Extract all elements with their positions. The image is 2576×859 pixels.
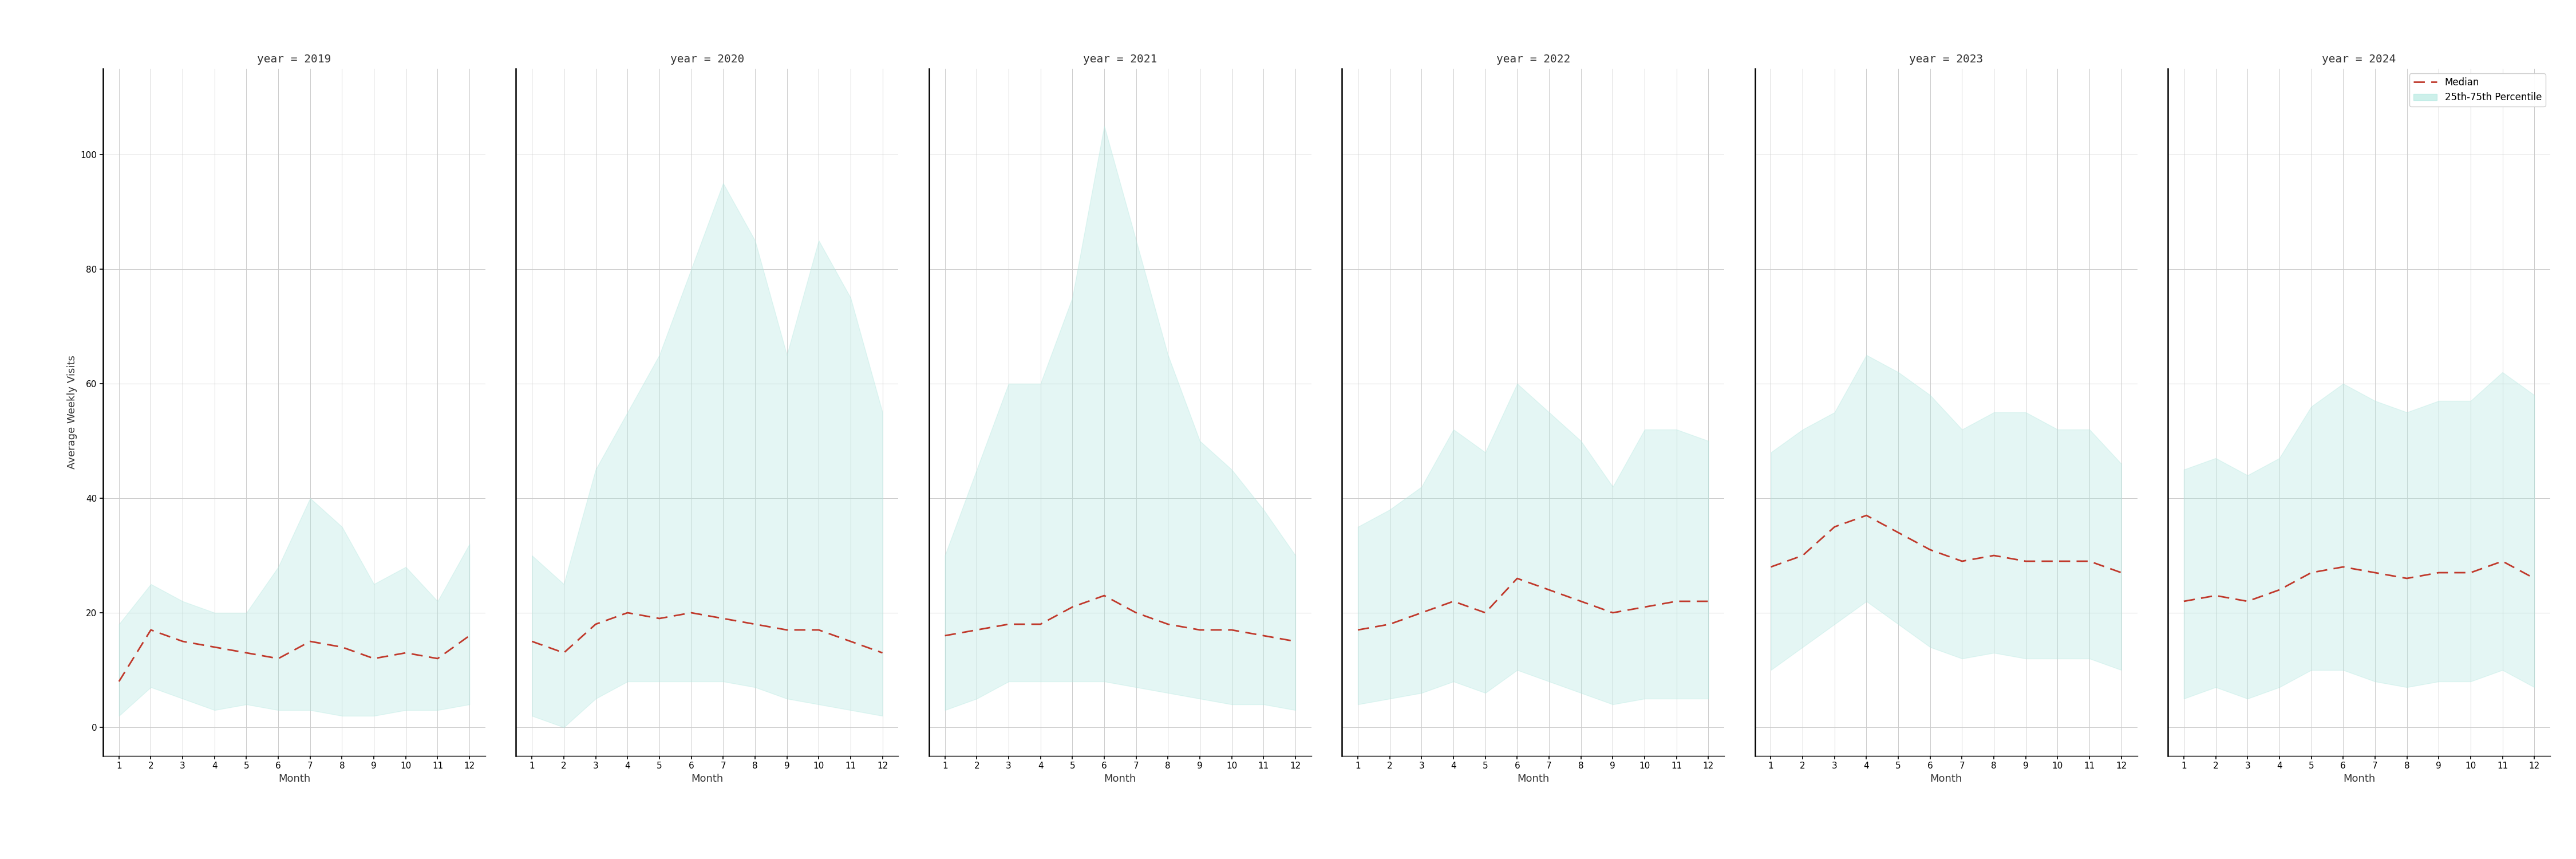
- Title: year = 2020: year = 2020: [670, 54, 744, 64]
- X-axis label: Month: Month: [2344, 774, 2375, 784]
- X-axis label: Month: Month: [1517, 774, 1548, 784]
- X-axis label: Month: Month: [1105, 774, 1136, 784]
- Title: year = 2021: year = 2021: [1082, 54, 1157, 64]
- X-axis label: Month: Month: [278, 774, 309, 784]
- X-axis label: Month: Month: [690, 774, 724, 784]
- Title: year = 2024: year = 2024: [2321, 54, 2396, 64]
- Title: year = 2019: year = 2019: [258, 54, 332, 64]
- Legend: Median, 25th-75th Percentile: Median, 25th-75th Percentile: [2409, 74, 2545, 107]
- Y-axis label: Average Weekly Visits: Average Weekly Visits: [67, 356, 77, 469]
- Title: year = 2023: year = 2023: [1909, 54, 1984, 64]
- Title: year = 2022: year = 2022: [1497, 54, 1571, 64]
- X-axis label: Month: Month: [1929, 774, 1963, 784]
